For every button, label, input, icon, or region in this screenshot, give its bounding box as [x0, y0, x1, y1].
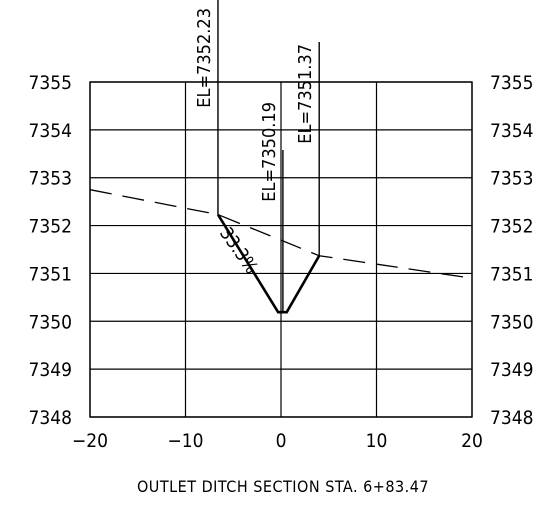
elevation-label: EL=7352.23: [194, 8, 215, 108]
chart-caption: OUTLET DITCH SECTION STA. 6+83.47: [137, 477, 429, 496]
plot-frame: [89, 81, 473, 418]
x-tick-label: −20: [72, 430, 108, 452]
elevation-label: EL=7350.19: [259, 102, 280, 202]
x-tick-label: 10: [366, 430, 388, 452]
grid-lines: [89, 81, 473, 418]
y-tick-label-right: 7349: [490, 359, 534, 381]
existing-ground-line: [89, 189, 473, 279]
y-tick-label-right: 7348: [490, 407, 534, 429]
x-tick-label: −10: [167, 430, 203, 452]
y-tick-label-left: 7354: [29, 120, 73, 142]
y-tick-label-right: 7351: [490, 263, 534, 285]
slope-label: 33.3%: [215, 224, 262, 278]
y-tick-label-right: 7353: [490, 168, 534, 190]
y-tick-label-right: 7354: [490, 120, 534, 142]
y-axis-left: 7355 7354 7353 7352 7351 7350 7349 7348: [29, 72, 73, 429]
y-tick-label-left: 7349: [29, 359, 73, 381]
y-tick-label-left: 7350: [29, 311, 73, 333]
x-tick-label: 20: [461, 430, 483, 452]
plot-border: [89, 81, 473, 418]
x-axis: −20 −10 0 10 20: [72, 430, 483, 452]
y-tick-label-left: 7353: [29, 168, 73, 190]
y-tick-label-left: 7351: [29, 263, 73, 285]
x-tick-label: 0: [276, 430, 287, 452]
elevation-label: EL=7351.37: [295, 44, 316, 144]
y-tick-label-left: 7352: [29, 216, 73, 238]
y-tick-label-left: 7355: [29, 72, 73, 94]
y-axis-right: 7355 7354 7353 7352 7351 7350 7349 7348: [490, 72, 534, 429]
y-tick-label-left: 7348: [29, 407, 73, 429]
y-tick-label-right: 7355: [490, 72, 534, 94]
y-tick-label-right: 7352: [490, 216, 534, 238]
y-tick-label-right: 7350: [490, 311, 534, 333]
annotations: EL=7352.23 EL=7350.19 EL=7351.37 33.3%: [194, 0, 320, 313]
